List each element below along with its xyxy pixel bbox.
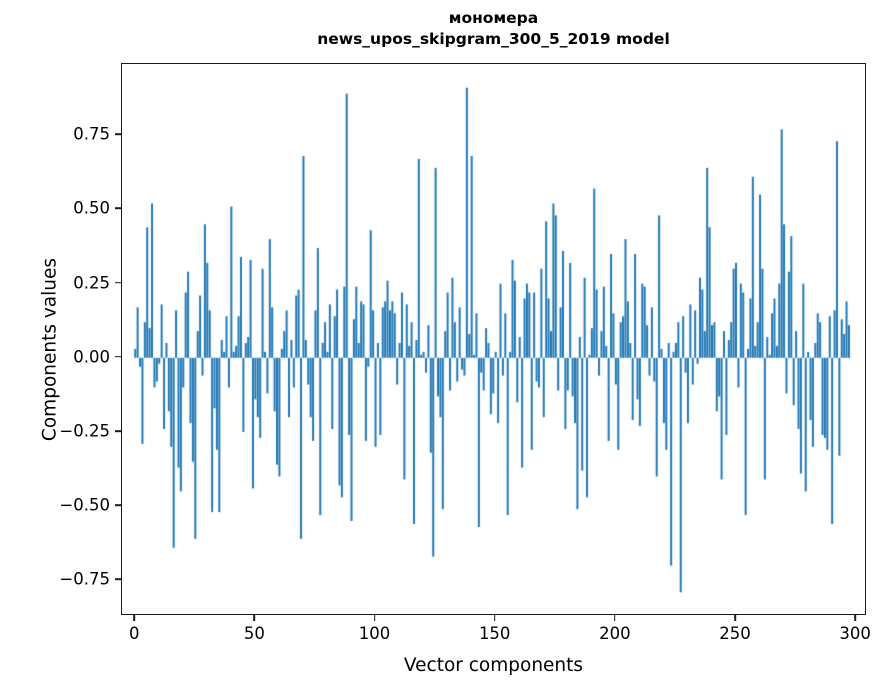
chart-title: мономера news_upos_skipgram_300_5_2019 m… (121, 8, 866, 50)
y-tick-mark (115, 578, 121, 581)
y-tick-mark (115, 504, 121, 506)
x-tick-label: 100 (358, 624, 391, 643)
y-axis-label: Components values (39, 257, 61, 442)
chart-title-line-1: мономера (448, 9, 539, 27)
y-tick-label: 0.25 (73, 273, 110, 293)
x-tick-mark (133, 615, 135, 621)
y-tick-label: −0.50 (59, 495, 110, 515)
y-axis-tick-labels: 0.75 0.50 0.25 0.00 −0.25 −0.50 −0.75 (0, 63, 110, 615)
y-tick-mark (115, 133, 121, 136)
x-tick-label: 300 (839, 624, 871, 643)
x-tick-label: 150 (478, 624, 511, 643)
y-tick-label: 0.00 (73, 347, 110, 367)
x-tick-mark (614, 615, 616, 621)
y-tick-label: 0.75 (73, 124, 110, 144)
y-tick-label: 0.50 (73, 198, 110, 218)
x-tick-label: 200 (599, 624, 631, 643)
y-tick-label: −0.25 (59, 421, 110, 441)
bar-series-canvas (122, 64, 865, 614)
x-tick-mark (854, 615, 856, 621)
x-tick-label: 250 (719, 624, 751, 643)
y-tick-mark (115, 281, 121, 284)
y-tick-mark (115, 207, 121, 210)
x-axis-label: Vector components (403, 655, 584, 676)
x-tick-mark (253, 615, 256, 621)
x-tick-label: 50 (243, 624, 265, 643)
x-tick-mark (373, 615, 376, 621)
y-tick-mark (115, 356, 121, 358)
chart-title-line-2: news_upos_skipgram_300_5_2019 model (317, 29, 670, 48)
x-tick-mark (734, 615, 736, 621)
x-tick-mark (493, 615, 496, 621)
plot-area (121, 63, 866, 615)
y-tick-label: −0.75 (59, 569, 110, 589)
x-tick-label: 0 (128, 624, 140, 643)
y-tick-mark (115, 430, 121, 432)
